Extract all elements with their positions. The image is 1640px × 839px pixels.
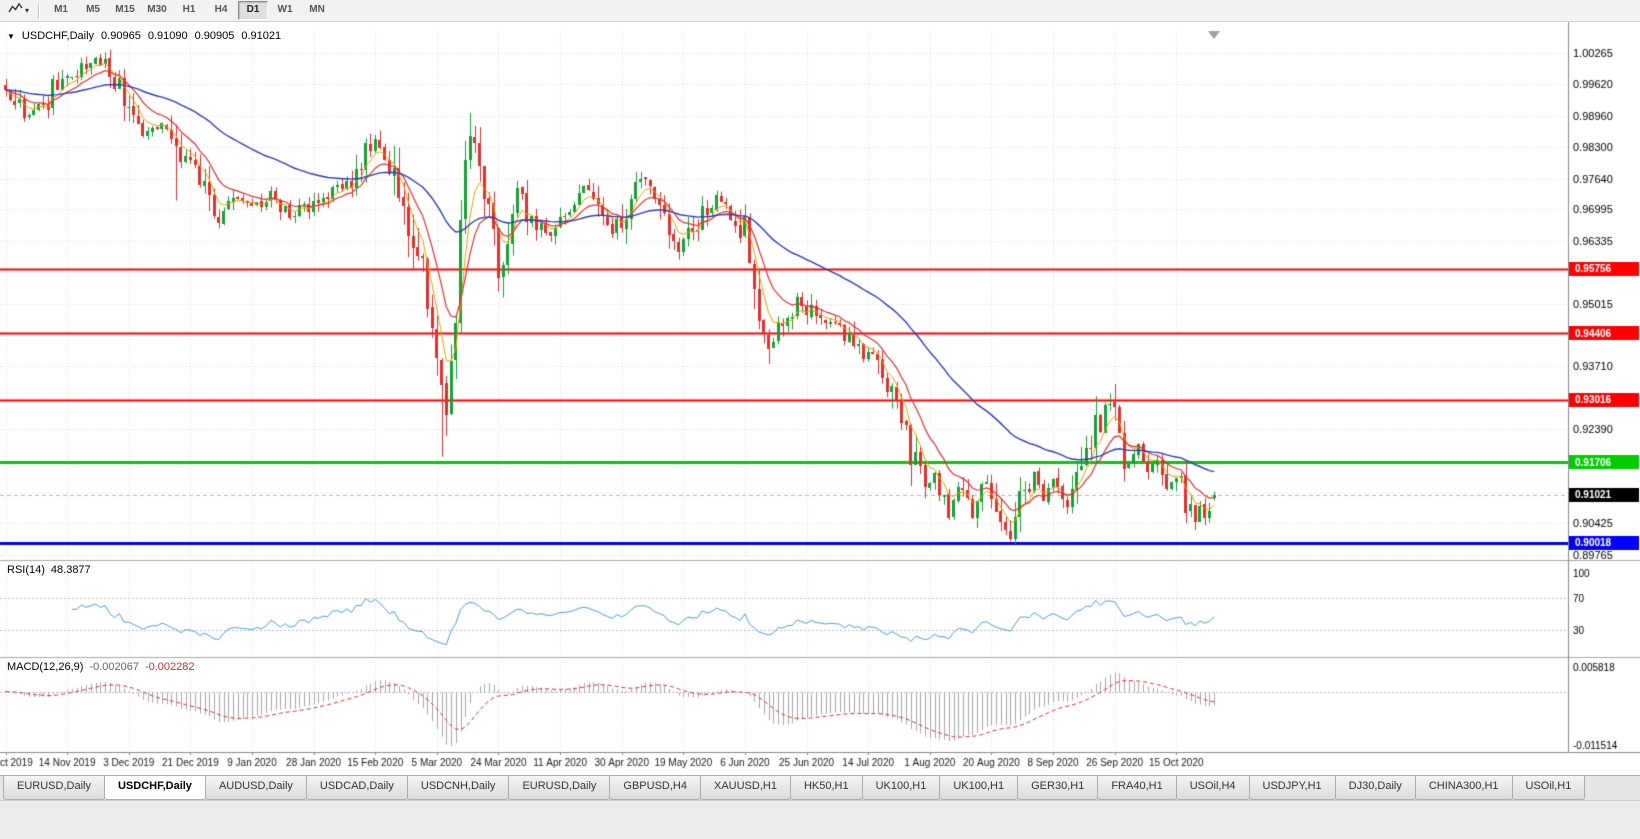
rsi-value: 48.3877 xyxy=(50,564,91,576)
timeframe-button-d1[interactable]: D1 xyxy=(238,1,269,20)
macd-name: MACD(12,26,9) xyxy=(7,661,84,673)
timeframe-toolbar: ▾ M1 M5 M15 M30 H1 H4 D1 W1 MN xyxy=(0,0,1640,22)
rsi-indicator-label: RSI(14) 48.3877 xyxy=(7,564,91,576)
status-bar xyxy=(0,800,1640,839)
timeframe-button-mn[interactable]: MN xyxy=(309,4,325,15)
chart-tab-usdcad-daily[interactable]: USDCAD,Daily xyxy=(305,776,408,800)
price-chart-canvas[interactable] xyxy=(0,22,1640,775)
timeframe-button-m30[interactable]: M30 xyxy=(147,4,167,15)
chart-tab-hk50-h1[interactable]: HK50,H1 xyxy=(789,776,863,800)
macd-signal-value: -0.002282 xyxy=(144,661,195,673)
ohlc-open: 0.90965 xyxy=(101,30,141,42)
chart-tab-uk100-h1[interactable]: UK100,H1 xyxy=(939,776,1019,800)
charts-toolbar-button[interactable]: ▾ xyxy=(4,1,33,21)
timeframe-button-h1[interactable]: H1 xyxy=(182,4,196,15)
chart-tab-eurusd-daily[interactable]: EURUSD,Daily xyxy=(508,776,611,800)
timeframe-buttons: M1 M5 M15 M30 H1 H4 D1 W1 MN xyxy=(45,1,333,20)
macd-indicator-label: MACD(12,26,9) -0.002067 -0.002282 xyxy=(7,661,195,673)
rsi-name: RSI(14) xyxy=(7,564,45,576)
ohlc-high: 0.91090 xyxy=(147,30,188,42)
chart-tab-china300-h1[interactable]: CHINA300,H1 xyxy=(1414,776,1513,800)
timeframe-button-w1[interactable]: W1 xyxy=(277,4,293,15)
chart-title-ohlc: ▼ USDCHF,Daily 0.90965 0.91090 0.90905 0… xyxy=(7,30,281,42)
chart-tab-bar: EURUSD,Daily USDCHF,Daily AUDUSD,Daily USDC… xyxy=(0,775,1640,800)
timeframe-button-m15[interactable]: M15 xyxy=(115,4,135,15)
chart-tab-usdchf-daily[interactable]: USDCHF,Daily xyxy=(103,776,206,800)
chart-tab-usdcnh-daily[interactable]: USDCNH,Daily xyxy=(406,776,510,800)
chart-tab-dj30-daily[interactable]: DJ30,Daily xyxy=(1334,776,1416,800)
chart-tab-fra40-h1[interactable]: FRA40,H1 xyxy=(1097,776,1177,800)
timeframe-button-h4[interactable]: H4 xyxy=(214,4,228,15)
chevron-down-icon: ▾ xyxy=(25,5,30,15)
chart-tab-audusd-daily[interactable]: AUDUSD,Daily xyxy=(204,776,307,800)
chart-symbol-label: USDCHF,Daily xyxy=(21,30,95,42)
chart-tab-usoil-h4[interactable]: USOil,H4 xyxy=(1175,776,1250,800)
chart-dropdown-arrow-icon[interactable]: ▼ xyxy=(7,31,15,41)
chart-tab-eurusd-daily[interactable]: EURUSD,Daily xyxy=(3,776,105,800)
ohlc-close: 0.91021 xyxy=(241,30,282,42)
chart-tab-gbpusd-h4[interactable]: GBPUSD,H4 xyxy=(609,776,701,800)
macd-main-value: -0.002067 xyxy=(89,661,139,673)
chart-tab-uk100-h1[interactable]: UK100,H1 xyxy=(861,776,941,800)
chart-tab-ger30-h1[interactable]: GER30,H1 xyxy=(1017,776,1099,800)
chart-tab-xauusd-h1[interactable]: XAUUSD,H1 xyxy=(699,776,791,800)
chart-tab-usoil-h1[interactable]: USOil,H1 xyxy=(1511,776,1586,800)
chart-line-icon xyxy=(8,2,23,20)
chart-tab-usdjpy-h1[interactable]: USDJPY,H1 xyxy=(1248,776,1336,800)
timeframe-button-m5[interactable]: M5 xyxy=(86,4,100,15)
timeframe-button-m1[interactable]: M1 xyxy=(54,4,68,15)
ohlc-low: 0.90905 xyxy=(194,30,235,42)
chart-area: ▼ USDCHF,Daily 0.90965 0.91090 0.90905 0… xyxy=(0,22,1640,775)
toolbar-separator xyxy=(38,2,41,19)
